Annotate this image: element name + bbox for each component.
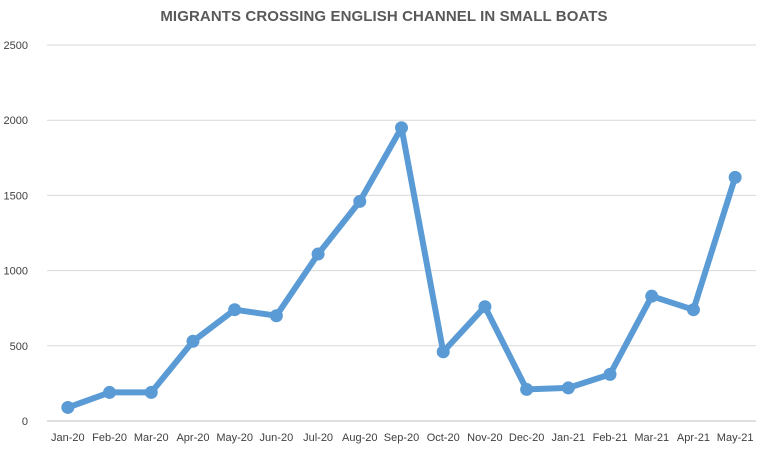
data-point	[144, 385, 158, 399]
y-tick-label: 2500	[4, 40, 28, 52]
x-tick-label: Jan-20	[51, 432, 85, 444]
data-point	[478, 300, 492, 314]
data-point	[686, 303, 700, 317]
y-tick-label: 1000	[4, 266, 28, 278]
data-point	[61, 400, 75, 414]
x-tick-label: Jan-21	[552, 432, 586, 444]
x-tick-label: Feb-21	[593, 432, 628, 444]
x-tick-label: Dec-20	[509, 432, 544, 444]
data-point	[228, 303, 242, 317]
x-tick-label: May-21	[717, 432, 754, 444]
data-point	[103, 385, 117, 399]
y-axis-ticks: 0 500 1000 1500 2000 2500	[4, 40, 28, 428]
y-tick-label: 1500	[4, 190, 28, 202]
points-layer	[61, 121, 742, 414]
x-tick-label: Apr-21	[677, 432, 710, 444]
chart-title: MIGRANTS CROSSING ENGLISH CHANNEL IN SMA…	[160, 8, 608, 25]
y-tick-label: 2000	[4, 115, 28, 127]
y-tick-label: 500	[10, 341, 28, 353]
x-axis-ticks: Jan-20 Feb-20 Mar-20 Apr-20 May-20 Jun-20 Jul-…	[51, 432, 753, 444]
x-tick-label: Sep-20	[384, 432, 419, 444]
y-tick-label: 0	[22, 416, 28, 428]
data-point	[728, 170, 742, 184]
data-point	[395, 121, 408, 135]
x-tick-label: Apr-20	[176, 432, 209, 444]
x-tick-label: Mar-20	[134, 432, 169, 444]
series-layer	[64, 124, 739, 411]
x-tick-label: May-20	[216, 432, 253, 444]
x-tick-label: Aug-20	[342, 432, 377, 444]
data-point	[353, 194, 367, 208]
data-point	[561, 381, 575, 395]
data-point	[645, 289, 659, 303]
x-tick-label: Oct-20	[427, 432, 460, 444]
x-tick-label: Jun-20	[260, 432, 294, 444]
x-tick-label: Nov-20	[467, 432, 502, 444]
data-point	[520, 382, 534, 396]
gridlines	[47, 44, 756, 422]
data-point	[186, 334, 200, 348]
data-point	[436, 345, 450, 359]
x-tick-label: Mar-21	[634, 432, 669, 444]
data-point	[311, 247, 325, 261]
data-point	[269, 309, 283, 323]
series-line	[64, 124, 739, 411]
data-point	[603, 367, 617, 381]
x-tick-label: Jul-20	[303, 432, 333, 444]
x-tick-label: Feb-20	[92, 432, 127, 444]
